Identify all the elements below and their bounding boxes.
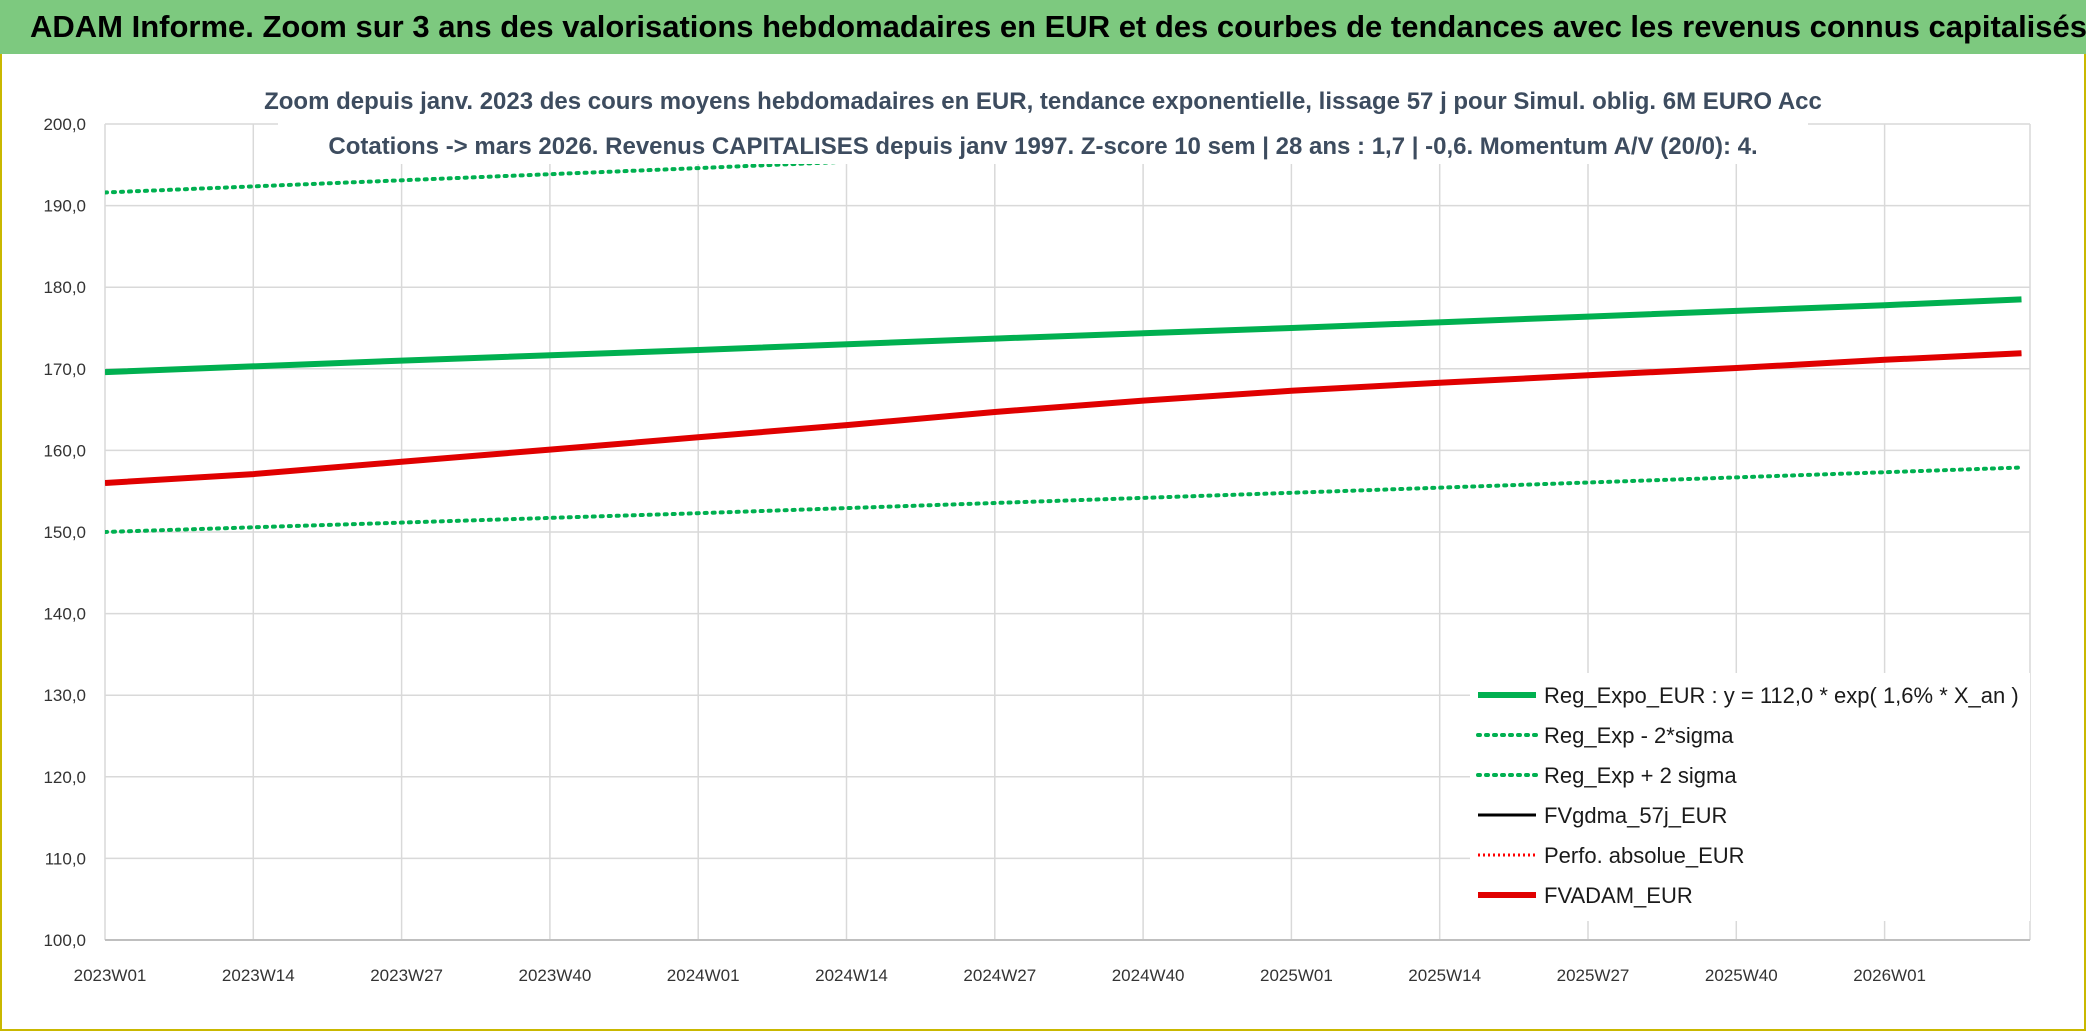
y-tick-label: 180,0 [43, 278, 86, 297]
legend-label: Reg_Expo_EUR : y = 112,0 * exp( 1,6% * X… [1544, 683, 2019, 708]
chart-title-background [278, 76, 1808, 164]
x-tick-label: 2023W01 [74, 966, 147, 985]
x-tick-label: 2024W14 [815, 966, 888, 985]
report-banner: ADAM Informe. Zoom sur 3 ans des valoris… [0, 0, 2086, 54]
y-tick-label: 100,0 [43, 931, 86, 950]
grid [104, 123, 2031, 941]
x-tick-label: 2024W40 [1112, 966, 1185, 985]
series-line-5 [105, 350, 2022, 486]
x-axis-ticks: 2023W01 2023W14 2023W27 2023W40 2024W01 2024W… [74, 966, 1926, 985]
y-tick-label: 160,0 [43, 441, 86, 460]
y-tick-label: 130,0 [43, 686, 86, 705]
y-tick-label: 200,0 [43, 115, 86, 134]
legend-background [1470, 673, 2030, 921]
legend-label: Perfo. absolue_EUR [1544, 843, 1745, 868]
plot-area [105, 124, 2024, 534]
y-tick-label: 120,0 [43, 768, 86, 787]
x-tick-label: 2026W01 [1853, 966, 1926, 985]
x-tick-label: 2025W40 [1705, 966, 1778, 985]
legend: Reg_Expo_EUR : y = 112,0 * exp( 1,6% * X… [1470, 673, 2030, 921]
x-tick-label: 2024W01 [667, 966, 740, 985]
legend-label: Reg_Exp - 2*sigma [1544, 723, 1734, 748]
chart-title-line-2: Cotations -> mars 2026. Revenus CAPITALI… [328, 133, 1757, 160]
y-axis-ticks: 100,0 110,0 120,0 130,0 140,0 150,0 160,0 170,0… [43, 115, 86, 950]
x-tick-label: 2023W40 [519, 966, 592, 985]
series-line-1 [105, 465, 2024, 534]
x-tick-label: 2025W27 [1557, 966, 1630, 985]
legend-label: FVgdma_57j_EUR [1544, 803, 1727, 828]
legend-label: Reg_Exp + 2 sigma [1544, 763, 1737, 788]
chart-title-line-1: Zoom depuis janv. 2023 des cours moyens … [264, 88, 1822, 115]
legend-label: FVADAM_EUR [1544, 883, 1693, 908]
report-title: ADAM Informe. Zoom sur 3 ans des valoris… [30, 9, 2086, 44]
x-tick-label: 2024W27 [963, 966, 1036, 985]
series-line-0 [105, 296, 2022, 376]
x-tick-label: 2025W01 [1260, 966, 1333, 985]
y-tick-label: 110,0 [45, 849, 86, 868]
x-tick-label: 2023W27 [370, 966, 443, 985]
x-tick-label: 2023W14 [222, 966, 295, 985]
y-tick-label: 190,0 [43, 197, 86, 216]
y-tick-label: 170,0 [43, 360, 86, 379]
y-tick-label: 140,0 [43, 605, 86, 624]
x-tick-label: 2025W14 [1408, 966, 1481, 985]
y-tick-label: 150,0 [43, 523, 86, 542]
